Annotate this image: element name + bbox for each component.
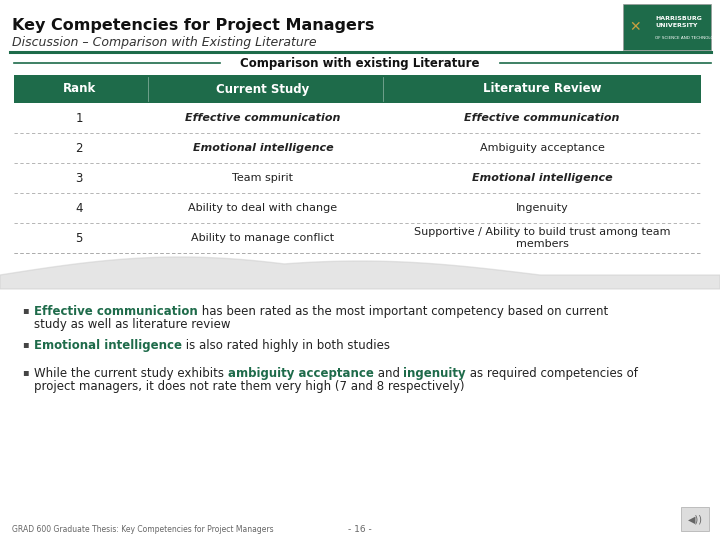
Text: HARRISBURG
UNIVERSITY: HARRISBURG UNIVERSITY [655,16,702,28]
Text: Supportive / Ability to build trust among team
members: Supportive / Ability to build trust amon… [414,227,670,249]
Text: Ability to manage conflict: Ability to manage conflict [192,233,335,243]
Text: study as well as literature review: study as well as literature review [34,318,230,331]
Text: project managers, it does not rate them very high (7 and 8 respectively): project managers, it does not rate them … [34,380,464,393]
Text: ambiguity acceptance: ambiguity acceptance [228,367,374,380]
Text: Rank: Rank [63,83,96,96]
Text: Comparison with existing Literature: Comparison with existing Literature [240,57,480,70]
FancyBboxPatch shape [14,75,701,103]
Text: 2: 2 [76,141,83,154]
FancyBboxPatch shape [681,507,709,531]
Text: 5: 5 [76,232,83,245]
Text: Emotional intelligence: Emotional intelligence [34,339,182,352]
Text: Current Study: Current Study [217,83,310,96]
Text: ingenuity: ingenuity [403,367,466,380]
Text: 1: 1 [76,111,83,125]
Text: ▪: ▪ [22,339,29,349]
Text: is also rated highly in both studies: is also rated highly in both studies [182,339,390,352]
Text: ▪: ▪ [22,305,29,315]
Text: OF SCIENCE AND TECHNOLOGY: OF SCIENCE AND TECHNOLOGY [655,36,719,40]
Text: Effective communication: Effective communication [464,113,620,123]
Text: ✕: ✕ [629,20,641,34]
Text: ▪: ▪ [22,367,29,377]
Text: Emotional intelligence: Emotional intelligence [193,143,333,153]
Text: ◀)): ◀)) [688,514,703,524]
Text: as required competencies of: as required competencies of [466,367,638,380]
Text: Effective communication: Effective communication [34,305,198,318]
Text: - 16 -: - 16 - [348,525,372,534]
Text: Emotional intelligence: Emotional intelligence [472,173,612,183]
Text: has been rated as the most important competency based on current: has been rated as the most important com… [198,305,608,318]
FancyBboxPatch shape [623,4,711,50]
Text: Team spirit: Team spirit [233,173,294,183]
Text: 3: 3 [76,172,83,185]
Text: Ambiguity acceptance: Ambiguity acceptance [480,143,604,153]
Text: and: and [374,367,403,380]
Text: 4: 4 [76,201,83,214]
Text: Effective communication: Effective communication [185,113,341,123]
Text: Ingenuity: Ingenuity [516,203,568,213]
Text: While the current study exhibits: While the current study exhibits [34,367,228,380]
Text: Key Competencies for Project Managers: Key Competencies for Project Managers [12,18,374,33]
Text: Ability to deal with change: Ability to deal with change [189,203,338,213]
Text: GRAD 600 Graduate Thesis: Key Competencies for Project Managers: GRAD 600 Graduate Thesis: Key Competenci… [12,525,274,534]
Text: Discussion – Comparison with Existing Literature: Discussion – Comparison with Existing Li… [12,36,317,49]
Text: Literature Review: Literature Review [482,83,601,96]
